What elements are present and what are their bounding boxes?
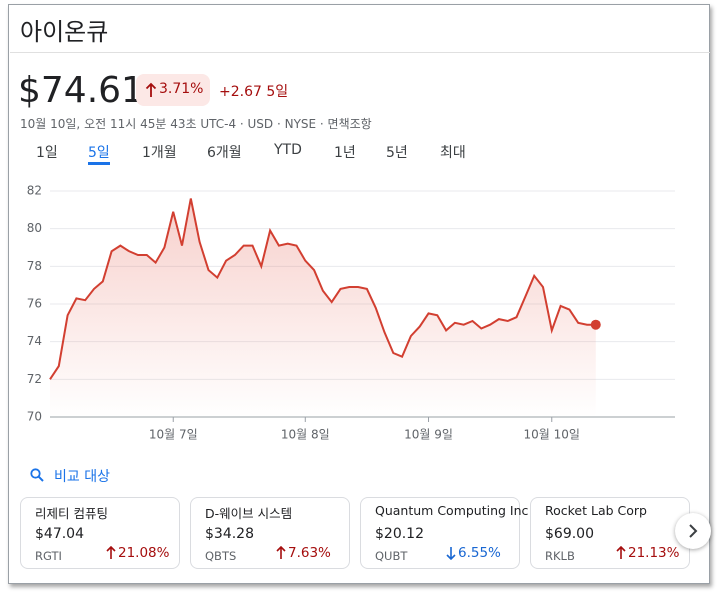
y-tick-label: 82	[27, 184, 42, 198]
card-change: 21.13%	[615, 545, 679, 561]
range-tab[interactable]: 5일	[88, 145, 110, 161]
compare-card[interactable]: D-웨이브 시스템 $34.28 QBTS 7.63%	[190, 497, 350, 569]
up-arrow	[145, 82, 157, 97]
y-tick-label: 78	[27, 259, 42, 273]
compare-label: 비교 대상	[54, 469, 110, 485]
price-line	[49, 198, 596, 380]
range-tab[interactable]: YTD	[274, 142, 302, 158]
card-name: 리제티 컴퓨팅	[35, 506, 108, 521]
up-arrow	[616, 546, 626, 559]
area-shade	[50, 198, 596, 417]
divider	[10, 52, 710, 53]
card-change-value: 6.55%	[458, 545, 501, 561]
card-change: 6.55%	[445, 545, 501, 561]
up-arrow	[276, 546, 286, 559]
compare-card[interactable]: 리제티 컴퓨팅 $47.04 RGTI 21.08%	[20, 497, 180, 569]
card-ticker: RKLB	[545, 549, 575, 563]
y-tick-label: 72	[27, 372, 42, 386]
y-tick-label: 80	[27, 221, 42, 235]
card-ticker: QUBT	[375, 549, 408, 563]
card-ticker: QBTS	[205, 549, 237, 563]
stock-title: 아이온큐	[20, 18, 109, 46]
x-tick-label: 10월 8일	[281, 428, 330, 442]
range-tab[interactable]: 1년	[334, 145, 356, 161]
compare-card[interactable]: Rocket Lab Corp $69.00 RKLB 21.13%	[530, 497, 690, 569]
range-tab[interactable]: 최대	[440, 145, 466, 161]
change-percent: 3.71%	[159, 81, 204, 97]
card-name: Quantum Computing Inc	[375, 503, 529, 518]
last-point	[590, 319, 601, 330]
price: $74.61	[18, 70, 144, 111]
arrow-path	[616, 546, 626, 559]
card-price: $34.28	[205, 526, 254, 542]
card-change-value: 21.13%	[628, 545, 680, 561]
range-tab[interactable]: 1개월	[142, 145, 177, 161]
search-icon	[30, 468, 44, 482]
chevron	[689, 524, 698, 538]
card-change-value: 21.08%	[118, 545, 170, 561]
range-tab[interactable]: 5년	[386, 145, 408, 161]
card-name: Rocket Lab Corp	[545, 503, 647, 518]
tab-underline	[88, 162, 110, 165]
card-name: D-웨이브 시스템	[205, 506, 293, 521]
x-tick-label: 10월 7일	[149, 428, 198, 442]
arrow-path	[276, 546, 286, 559]
quote-meta: 10월 10일, 오전 11시 45분 43초 UTC-4 · USD · NY…	[20, 117, 372, 131]
down-arrow	[446, 547, 456, 560]
arrow-path	[106, 546, 116, 559]
y-tick-label: 74	[27, 334, 42, 348]
card-price: $69.00	[545, 526, 594, 542]
range-tab[interactable]: 6개월	[207, 145, 242, 161]
card-price: $20.12	[375, 526, 424, 542]
card-change: 21.08%	[105, 545, 169, 561]
x-tick-label: 10월 9일	[404, 428, 453, 442]
arrow-path	[446, 547, 456, 560]
card-ticker: RGTI	[35, 549, 62, 563]
card-change: 7.63%	[275, 545, 331, 561]
card-change-value: 7.63%	[288, 545, 331, 561]
x-tick-label: 10월 10일	[524, 428, 580, 442]
up-arrow	[106, 546, 116, 559]
price-chart: 70 72 74 76 78 80 82 10월 7일 10월 8일 10월 9일 10월 10일	[27, 184, 675, 442]
compare-card[interactable]: Quantum Computing Inc $20.12 QUBT 6.55%	[360, 497, 528, 569]
y-tick-label: 70	[27, 410, 42, 424]
change-period: +2.67 5일	[219, 84, 289, 100]
range-tab[interactable]: 1일	[36, 145, 58, 161]
next-button[interactable]	[675, 513, 711, 549]
y-tick-label: 76	[27, 297, 42, 311]
change-badge: 3.71%	[136, 74, 210, 106]
card-price: $47.04	[35, 526, 84, 542]
